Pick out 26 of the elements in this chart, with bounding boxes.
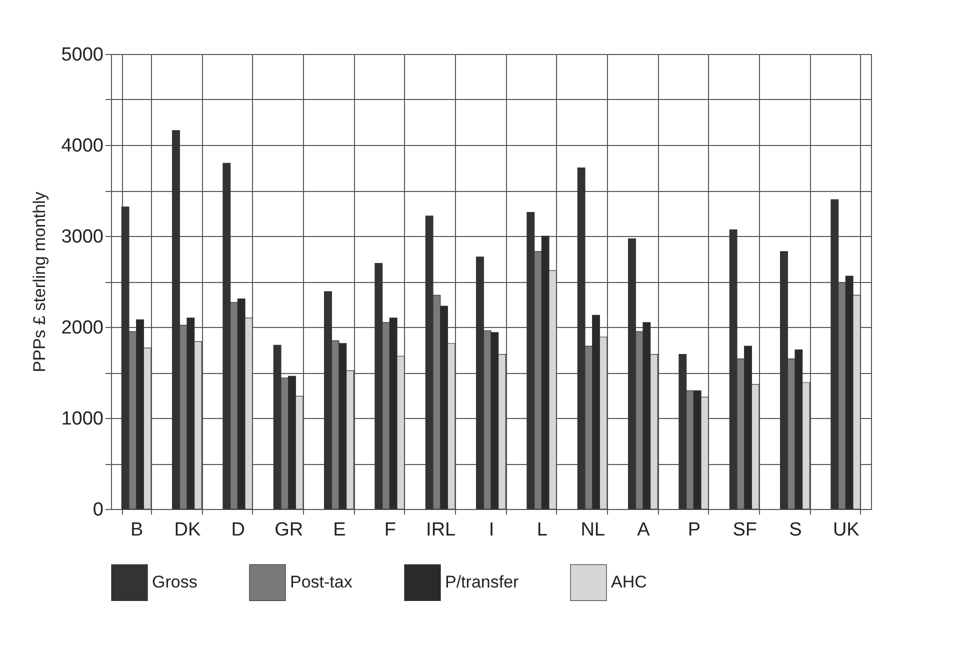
y-tick-label: 3000 <box>61 226 104 248</box>
y-tick-label: 5000 <box>61 44 104 66</box>
legend-label: AHC <box>611 572 647 592</box>
y-axis-title: PPPs £ sterling monthly <box>30 191 50 372</box>
y-tick-label: 4000 <box>61 136 104 156</box>
legend-label: P/transfer <box>445 572 520 592</box>
x-tick-label: GR <box>274 520 304 540</box>
x-tick-label: I <box>488 520 494 540</box>
x-tick-label: DK <box>174 520 202 540</box>
x-tick-label: A <box>637 520 650 540</box>
x-tick-label: D <box>231 520 246 540</box>
x-tick-label: UK <box>832 520 860 540</box>
x-tick-label: E <box>333 520 346 540</box>
y-tick-label: 1000 <box>61 408 104 430</box>
legend-label: Post-tax <box>290 572 353 592</box>
x-tick-label: IRL <box>426 520 456 540</box>
x-tick-label: L <box>536 520 548 540</box>
y-tick-label: 2000 <box>61 318 104 338</box>
x-tick-label: B <box>130 520 144 540</box>
x-tick-label: SF <box>732 520 757 540</box>
x-tick-label: P <box>688 520 701 540</box>
x-tick-label: NL <box>580 520 605 540</box>
x-tick-label: S <box>789 520 802 540</box>
x-tick-label: F <box>384 520 396 540</box>
legend-label: Gross <box>152 572 198 592</box>
y-tick-label: 0 <box>92 500 104 520</box>
